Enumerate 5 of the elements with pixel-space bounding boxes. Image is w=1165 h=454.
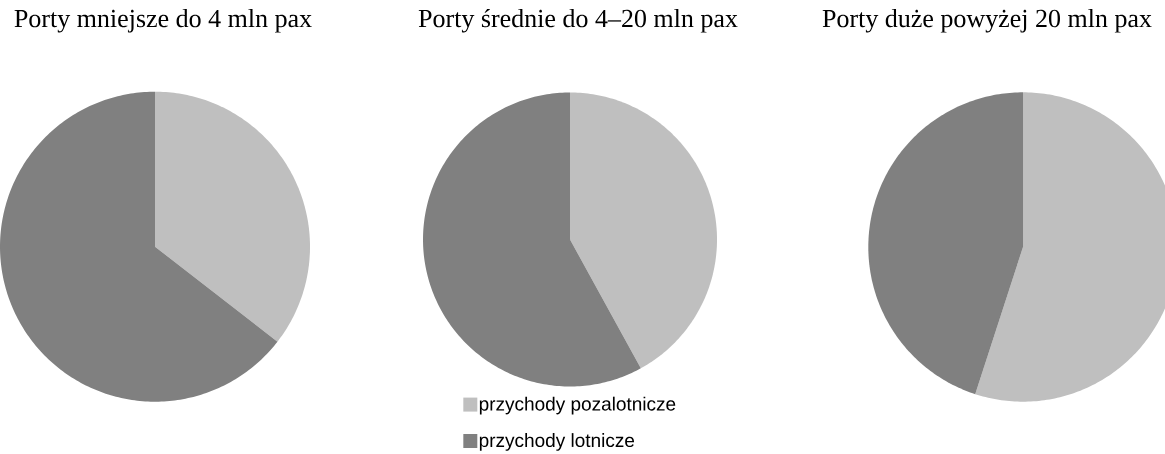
chart-title: Porty duże powyżej 20 mln pax bbox=[822, 8, 1152, 33]
chart-title: Porty średnie do 4–20 mln pax bbox=[418, 8, 738, 33]
legend-label: przychody lotnicze bbox=[479, 433, 635, 451]
chart-title: Porty mniejsze do 4 mln pax bbox=[14, 8, 312, 33]
legend-label: przychody pozalotnicze bbox=[479, 396, 676, 415]
